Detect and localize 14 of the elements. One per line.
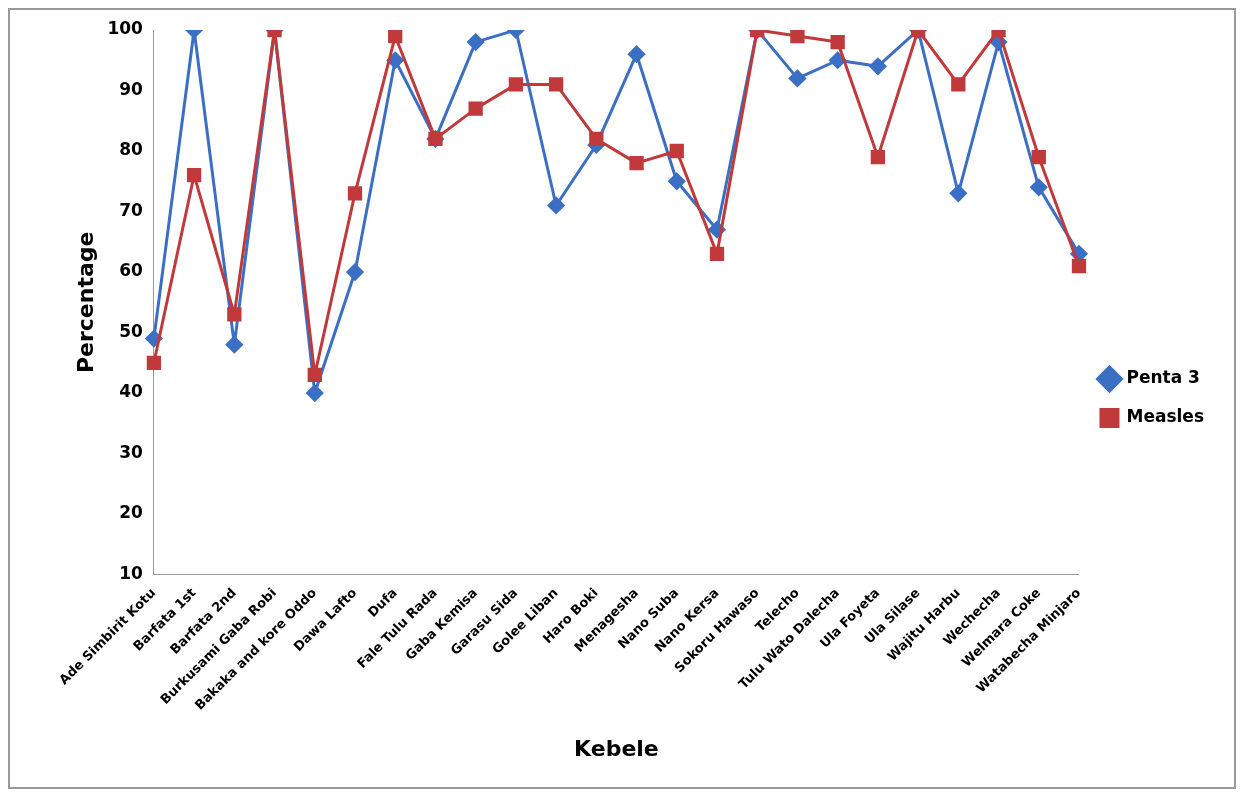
y-tick-label: 60 bbox=[119, 260, 144, 281]
y-tick-label: 10 bbox=[119, 562, 144, 583]
y-tick-label: 50 bbox=[119, 320, 144, 341]
x-axis-title: Kebele bbox=[574, 735, 659, 761]
legend-label: Measles bbox=[1126, 406, 1204, 427]
y-tick-label: 70 bbox=[119, 199, 144, 220]
y-tick-label: 30 bbox=[119, 441, 144, 462]
y-tick-label: 20 bbox=[119, 502, 144, 523]
y-tick-label: 40 bbox=[119, 381, 144, 402]
y-tick-label: 100 bbox=[107, 18, 144, 39]
y-tick-label: 80 bbox=[119, 139, 144, 160]
y-axis-title: Percentage bbox=[72, 231, 98, 374]
legend-label: Penta 3 bbox=[1126, 367, 1200, 388]
y-tick-label: 90 bbox=[119, 78, 144, 99]
